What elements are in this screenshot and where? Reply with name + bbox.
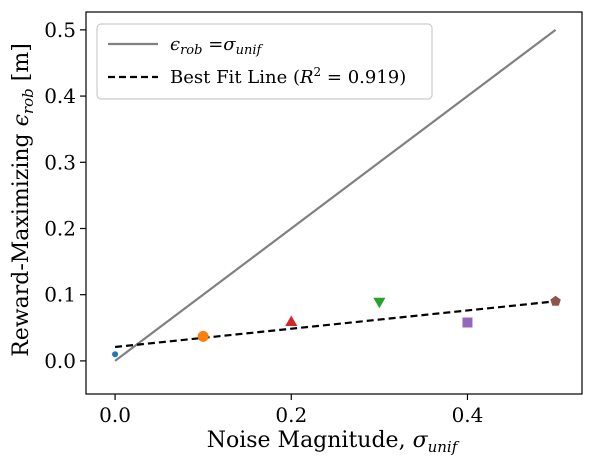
y-tick-label: 0.3 — [44, 150, 76, 174]
y-tick-label: 0.5 — [44, 18, 76, 42]
x-tick-label: 0.0 — [99, 403, 131, 427]
data-point-circle-small — [112, 351, 119, 358]
legend-identity-label: ϵrob =σunif — [170, 34, 263, 58]
identity-line — [114, 28, 557, 362]
y-tick-label: 0.0 — [44, 349, 76, 373]
plot-frame — [85, 11, 583, 395]
x-tick-label: 0.2 — [275, 403, 307, 427]
y-tick-label: 0.4 — [44, 84, 76, 108]
best-fit-line — [114, 300, 556, 349]
legend-frame — [96, 23, 433, 100]
y-axis-label: Reward-Maximizing ϵrob [m] — [9, 43, 37, 357]
legend: ϵrob =σunif Best Fit Line (R2 = 0.919) — [96, 23, 433, 100]
plot-area — [112, 28, 561, 362]
x-axis-ticks: 0.0 0.2 0.4 — [99, 394, 483, 427]
data-point-pentagon — [550, 295, 561, 306]
y-tick-label: 0.1 — [44, 283, 76, 307]
data-point-circle — [197, 330, 209, 342]
data-point-square — [462, 317, 473, 328]
legend-fit-label: Best Fit Line (R2 = 0.919) — [170, 65, 406, 88]
y-tick-label: 0.2 — [44, 216, 76, 240]
data-point-triangle-up — [285, 315, 298, 326]
y-axis-ticks: 0.0 0.1 0.2 0.3 0.4 0.5 — [44, 18, 86, 373]
data-point-triangle-down — [373, 297, 386, 309]
x-tick-label: 0.4 — [452, 403, 484, 427]
x-axis-label: Noise Magnitude, σunif — [207, 428, 460, 456]
